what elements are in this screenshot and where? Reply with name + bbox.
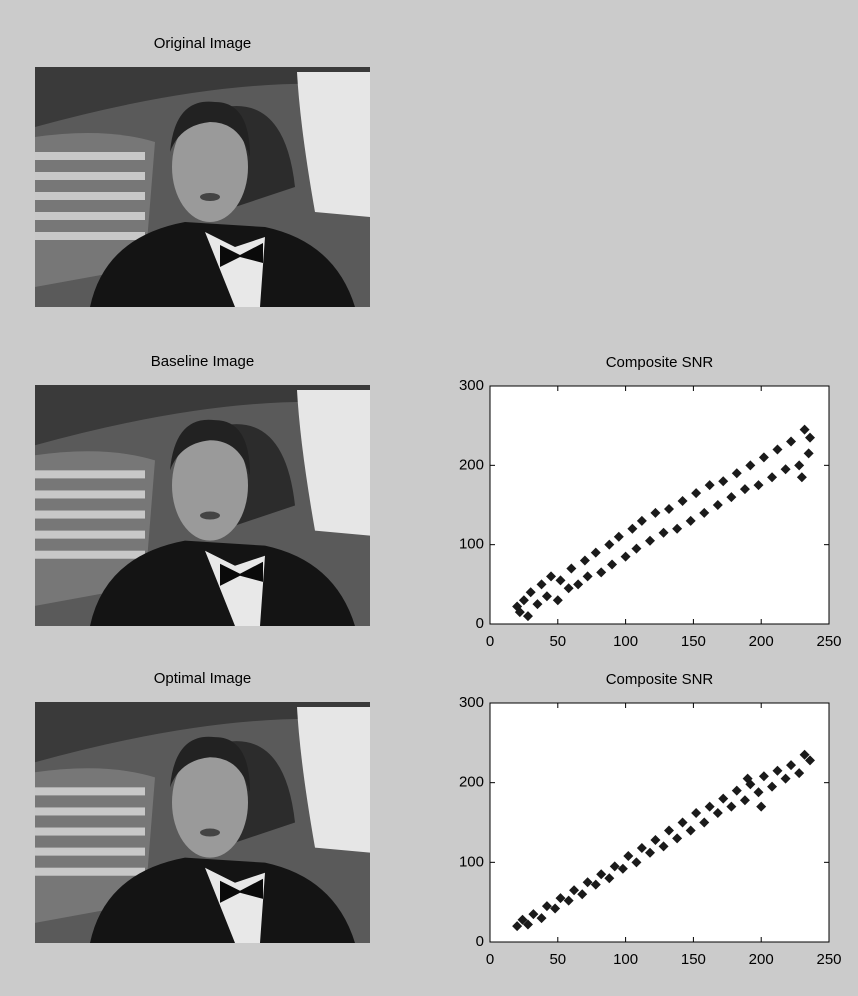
seat-stripe <box>35 152 145 160</box>
image <box>35 67 370 307</box>
y-tick-label: 200 <box>459 774 484 791</box>
seat-stripe <box>35 212 145 220</box>
y-tick-label: 300 <box>459 377 484 394</box>
seat-stripe <box>35 192 145 200</box>
x-tick-label: 150 <box>681 633 706 650</box>
panel-title: Composite SNR <box>606 671 714 688</box>
y-tick-label: 0 <box>476 933 484 950</box>
x-tick-label: 0 <box>486 633 494 650</box>
panel-title: Baseline Image <box>151 353 254 370</box>
figure: Original Image Baseline Image Composite SN… <box>0 0 858 996</box>
x-tick-label: 250 <box>816 951 841 968</box>
plot-area <box>490 703 829 942</box>
panel-title: Original Image <box>154 35 252 52</box>
panel-title: Composite SNR <box>606 354 714 371</box>
mouth <box>200 193 220 201</box>
x-tick-label: 150 <box>681 951 706 968</box>
seat-stripe <box>35 232 145 240</box>
x-tick-label: 0 <box>486 951 494 968</box>
mouth <box>200 512 220 520</box>
x-tick-label: 50 <box>549 633 566 650</box>
image <box>35 702 370 943</box>
y-tick-label: 100 <box>459 853 484 870</box>
mouth <box>200 829 220 837</box>
x-tick-label: 200 <box>749 951 774 968</box>
seat-stripe <box>35 531 145 539</box>
page: Original Image Baseline Image Composite SN… <box>0 0 858 996</box>
seat-stripe <box>35 787 145 795</box>
y-tick-label: 200 <box>459 456 484 473</box>
y-tick-label: 100 <box>459 536 484 553</box>
seat-stripe <box>35 807 145 815</box>
x-tick-label: 250 <box>816 633 841 650</box>
y-tick-label: 0 <box>476 615 484 632</box>
panel-title: Optimal Image <box>154 670 252 687</box>
x-tick-label: 100 <box>613 633 638 650</box>
seat-stripe <box>35 868 145 876</box>
x-tick-label: 200 <box>749 633 774 650</box>
image <box>35 385 370 626</box>
x-tick-label: 50 <box>549 951 566 968</box>
seat-stripe <box>35 551 145 559</box>
seat-stripe <box>35 828 145 836</box>
y-tick-label: 300 <box>459 694 484 711</box>
seat-stripe <box>35 172 145 180</box>
seat-stripe <box>35 848 145 856</box>
x-tick-label: 100 <box>613 951 638 968</box>
seat-stripe <box>35 511 145 519</box>
seat-stripe <box>35 490 145 498</box>
seat-stripe <box>35 470 145 478</box>
